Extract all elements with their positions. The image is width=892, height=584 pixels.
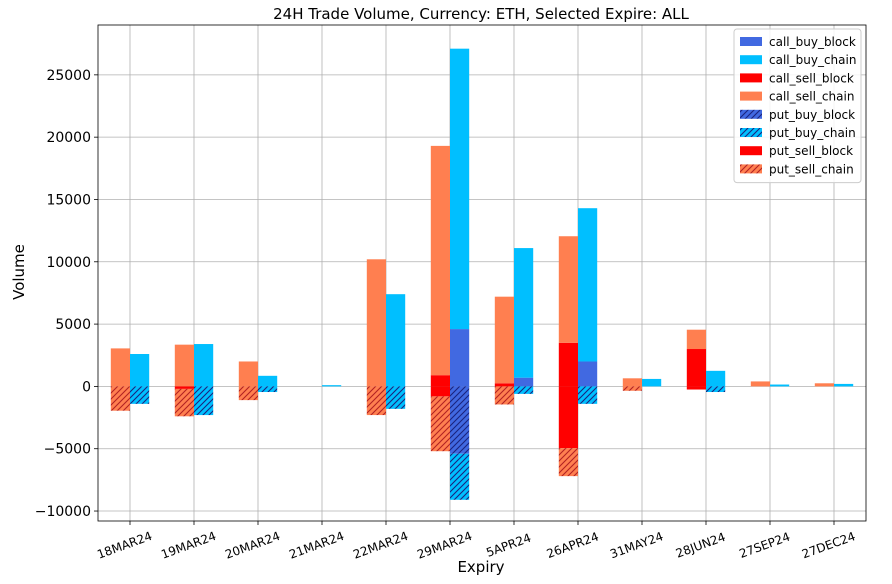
x-tick-label: 27DEC24 [800, 529, 857, 561]
x-tick-label: 28JUN24 [674, 530, 728, 561]
bar-put_sell_block [686, 386, 706, 390]
bar-put_buy_block [450, 386, 470, 454]
bar-call_sell_chain [622, 378, 642, 387]
x-tick-label: 21MAR24 [287, 529, 346, 562]
bar-call_sell_chain [238, 361, 258, 387]
bar-put_buy_chain [386, 386, 406, 409]
bar-call_sell_block [494, 383, 514, 387]
bar-put_buy_chain [258, 386, 278, 393]
legend-swatch [740, 37, 762, 46]
bar-put_buy_chain [706, 386, 726, 393]
x-axis-label: Expiry [457, 558, 504, 576]
bar-call_buy_chain [514, 248, 534, 378]
legend-label: put_sell_chain [769, 162, 854, 176]
legend-label: call_buy_chain [769, 53, 856, 67]
bar-put_buy_chain [130, 386, 150, 404]
y-tick-label: −10000 [35, 504, 91, 520]
bar-call_buy_chain [706, 370, 726, 387]
bar-call_buy_chain [578, 208, 598, 362]
bar-call_buy_chain [386, 294, 406, 387]
y-tick-label: 25000 [46, 68, 91, 84]
x-tick-label: 29MAR24 [415, 529, 474, 562]
y-tick-label: 5000 [55, 317, 91, 333]
bar-put_sell_block [174, 386, 194, 389]
legend-label: put_sell_block [769, 144, 853, 158]
legend-label: call_sell_block [769, 71, 854, 85]
bar-call_sell_block [430, 375, 450, 387]
bar-put_sell_block [558, 386, 578, 449]
bar-call_sell_block [686, 349, 706, 387]
y-tick-label: −5000 [44, 442, 91, 458]
bar-call_buy_chain [450, 48, 470, 330]
y-tick-label: 20000 [46, 130, 91, 146]
legend: call_buy_block call_buy_chain call_sell_bl… [733, 28, 862, 184]
x-tick-label: 18MAR24 [95, 529, 154, 562]
legend-label: put_buy_block [769, 108, 855, 122]
bar-call_buy_chain [194, 344, 214, 387]
bar-put_sell_chain [110, 386, 130, 411]
bar-call_buy_chain [834, 383, 854, 387]
bar-call_sell_chain [430, 145, 450, 376]
bar-call_buy_block [450, 329, 470, 387]
legend-swatch [740, 73, 762, 83]
chart-title: 24H Trade Volume, Currency: ETH, Selecte… [273, 5, 689, 23]
x-tick-label: 31MAY24 [608, 529, 665, 561]
bar-call_sell_chain [174, 344, 194, 387]
bar-put_sell_chain [174, 388, 194, 417]
bar-call_buy_chain [770, 384, 790, 387]
bar-call_sell_chain [814, 383, 834, 387]
bar-put_buy_chain [194, 386, 214, 416]
bar-call_buy_chain [130, 354, 150, 387]
legend-label: call_buy_block [769, 35, 856, 49]
y-tick-label: 10000 [46, 255, 91, 271]
bar-call_buy_block [514, 377, 534, 387]
y-axis-label: Volume [10, 244, 28, 300]
x-tick-label: 5APR24 [484, 531, 533, 560]
legend-label: call_sell_chain [769, 90, 854, 104]
legend-swatch [740, 146, 762, 156]
legend-swatch [740, 128, 762, 137]
bar-call_sell_chain [686, 329, 706, 350]
bar-call_buy_chain [322, 385, 342, 387]
legend-swatch [740, 91, 762, 101]
legend-swatch [740, 55, 762, 65]
bar-put_buy_chain [514, 386, 534, 394]
x-tick-label: 19MAR24 [159, 529, 218, 562]
bar-call_sell_chain [558, 236, 578, 343]
legend-swatch [740, 164, 762, 174]
bar-call_sell_chain [110, 348, 130, 387]
bar-put_sell_chain [366, 386, 386, 416]
y-tick-label: 15000 [46, 192, 91, 208]
bars [110, 48, 854, 500]
x-tick-label: 22MAR24 [351, 529, 410, 562]
bar-put_sell_chain [558, 448, 578, 477]
bar-put_sell_chain [430, 396, 450, 452]
bar-put_sell_chain [238, 386, 258, 401]
bar-put_buy_chain [578, 386, 598, 404]
bar-call_sell_chain [750, 381, 770, 387]
bar-put_sell_chain [622, 386, 642, 391]
bar-put_sell_block [430, 386, 450, 397]
bar-call_buy_block [578, 361, 598, 387]
x-tick-label: 27SEP24 [737, 530, 792, 561]
bar-call_sell_chain [366, 259, 386, 387]
plot-frame [97, 24, 867, 522]
bar-call_sell_chain [494, 296, 514, 384]
bar-call_buy_chain [642, 378, 662, 387]
legend-swatch [740, 109, 762, 119]
x-tick-label: 20MAR24 [223, 529, 282, 562]
bar-call_buy_chain [258, 375, 278, 387]
x-tick-label: 26APR24 [545, 529, 601, 561]
bar-put_sell_chain [494, 386, 514, 405]
bar-put_buy_chain [450, 453, 470, 500]
legend-box [733, 28, 862, 184]
legend-label: put_buy_chain [769, 126, 856, 140]
y-tick-label: 0 [82, 379, 91, 395]
bar-call_sell_block [558, 342, 578, 387]
